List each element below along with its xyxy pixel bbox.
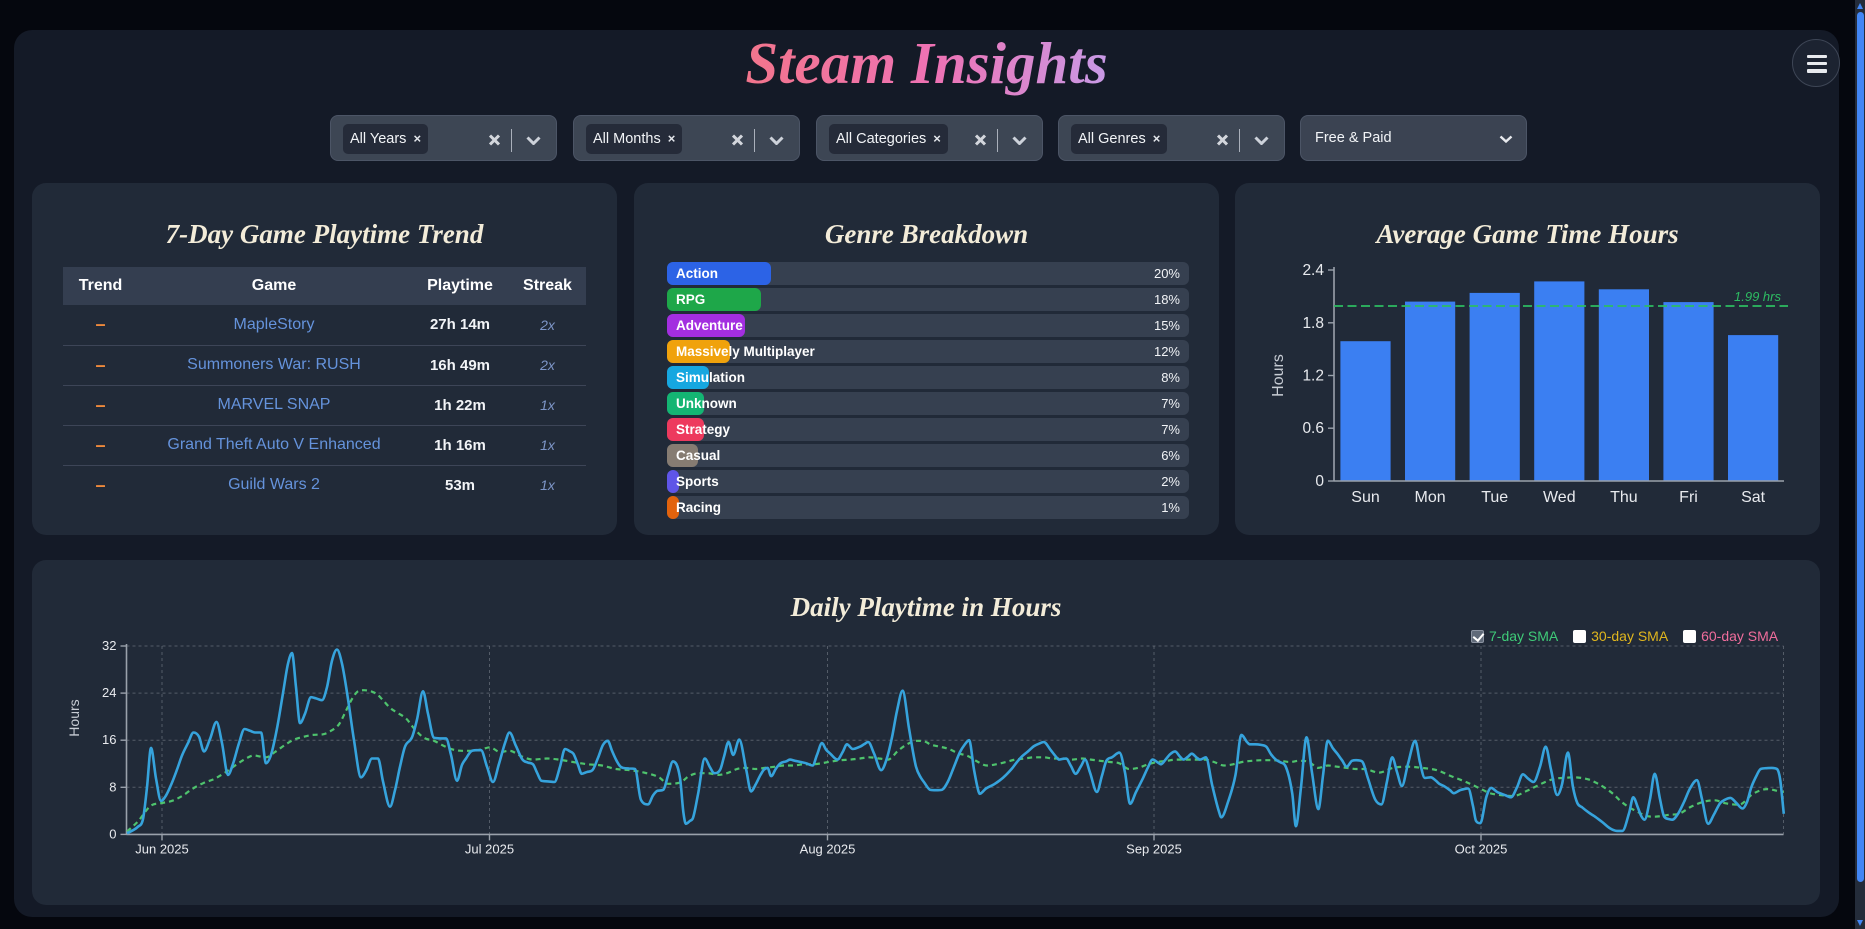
svg-text:Thu: Thu xyxy=(1610,489,1638,506)
svg-text:Jul 2025: Jul 2025 xyxy=(465,841,514,856)
svg-text:Sun: Sun xyxy=(1351,489,1379,506)
svg-text:Sat: Sat xyxy=(1741,489,1766,506)
svg-text:8: 8 xyxy=(109,779,116,794)
svg-text:Fri: Fri xyxy=(1679,489,1698,506)
svg-text:Tue: Tue xyxy=(1481,489,1508,506)
svg-text:1.99 hrs: 1.99 hrs xyxy=(1734,289,1781,304)
svg-text:Sep 2025: Sep 2025 xyxy=(1126,841,1182,856)
svg-text:2.4: 2.4 xyxy=(1302,262,1324,279)
svg-text:16: 16 xyxy=(102,732,116,747)
svg-text:0: 0 xyxy=(109,826,116,841)
svg-text:Wed: Wed xyxy=(1543,489,1576,506)
svg-text:Oct 2025: Oct 2025 xyxy=(1455,841,1508,856)
svg-text:1.8: 1.8 xyxy=(1302,315,1324,332)
svg-text:Aug 2025: Aug 2025 xyxy=(800,841,856,856)
svg-text:1.2: 1.2 xyxy=(1302,368,1324,385)
svg-text:0: 0 xyxy=(1315,473,1324,490)
svg-text:Hours: Hours xyxy=(1270,354,1287,397)
svg-text:Mon: Mon xyxy=(1415,489,1446,506)
svg-text:32: 32 xyxy=(102,638,116,653)
svg-text:0.6: 0.6 xyxy=(1302,420,1324,437)
svg-text:24: 24 xyxy=(102,685,116,700)
svg-text:Jun 2025: Jun 2025 xyxy=(135,841,189,856)
svg-text:Hours: Hours xyxy=(66,699,82,736)
